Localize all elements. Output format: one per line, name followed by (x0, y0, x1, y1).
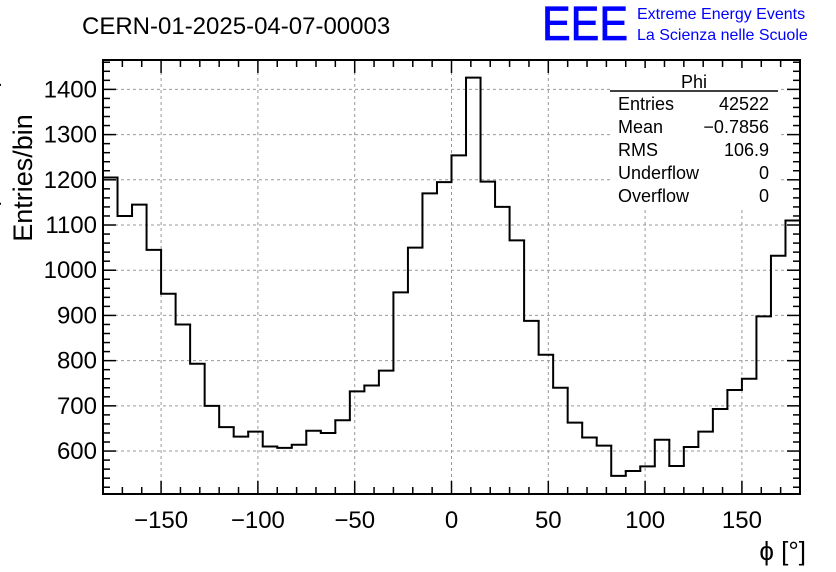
stats-value-mean: −0.7856 (703, 117, 769, 137)
logo-line-1: Extreme Energy Events (637, 6, 805, 23)
y-tick-label: 1000 (44, 257, 97, 284)
y-tick-label: 1300 (44, 122, 97, 149)
stats-label-rms: RMS (618, 140, 658, 160)
histogram-bars (0, 76, 801, 477)
y-tick-label: 600 (57, 438, 97, 465)
y-axis-label: Entries/bin (8, 114, 38, 242)
x-axis-label: ϕ [°] (759, 536, 806, 566)
stats-label-overflow: Overflow (618, 186, 690, 206)
stats-box: Phi Entries 42522 Mean −0.7856 RMS 106.9… (610, 68, 778, 210)
y-tick-label: 700 (57, 393, 97, 420)
x-tick-label: −100 (231, 507, 285, 534)
stats-value-underflow: 0 (759, 163, 769, 183)
axis-ticks (103, 60, 800, 494)
x-tick-label: 50 (535, 507, 562, 534)
chart-title: CERN-01-2025-04-07-00003 (82, 13, 390, 40)
x-tick-label: −150 (134, 507, 188, 534)
y-tick-label: 1100 (45, 212, 97, 239)
y-tick-label: 1400 (44, 76, 97, 103)
stats-box-title: Phi (681, 72, 707, 92)
stats-value-entries: 42522 (719, 94, 769, 114)
stats-label-underflow: Underflow (618, 163, 700, 183)
y-tick-labels: 600 700 800 900 1000 1100 1200 1300 1400 (44, 76, 97, 465)
stats-value-overflow: 0 (759, 186, 769, 206)
x-tick-label: −50 (334, 507, 375, 534)
stats-value-rms: 106.9 (724, 140, 769, 160)
y-tick-label: 1200 (44, 167, 97, 194)
eee-logo: EEE Extreme Energy Events La Scienza nel… (542, 0, 808, 51)
y-tick-label: 800 (57, 348, 97, 375)
stats-label-entries: Entries (618, 94, 674, 114)
stats-label-mean: Mean (618, 117, 663, 137)
x-tick-label: 150 (722, 507, 762, 534)
x-tick-label: 100 (625, 507, 665, 534)
x-tick-label: 0 (445, 507, 458, 534)
eee-logo-mark: EEE (542, 0, 628, 51)
logo-line-2: La Scienza nelle Scuole (637, 27, 808, 44)
y-tick-label: 900 (57, 302, 97, 329)
x-tick-labels: −150 −100 −50 0 50 100 150 (134, 507, 762, 534)
